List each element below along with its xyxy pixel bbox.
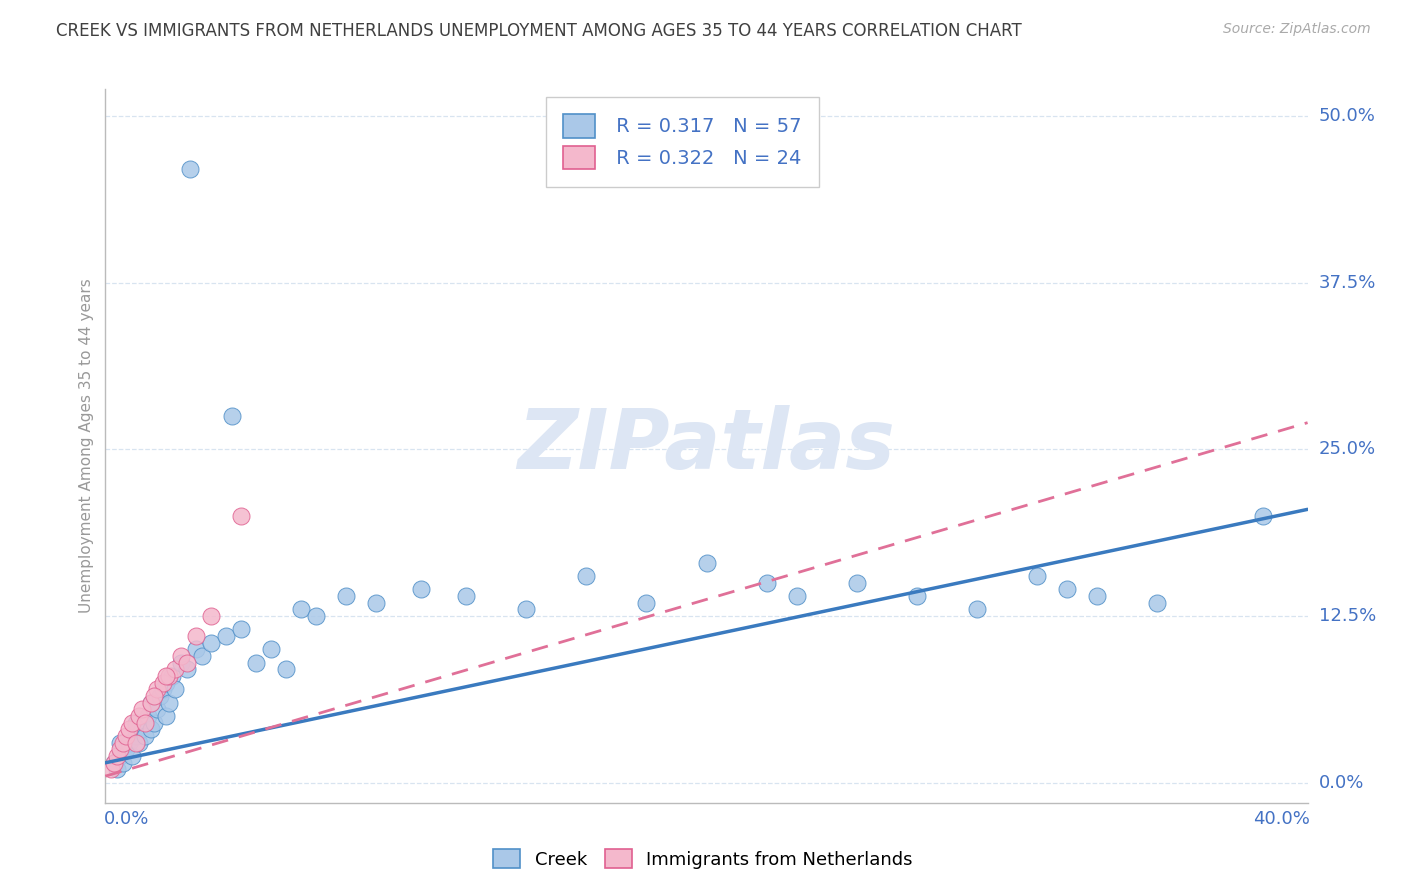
Point [260, 642, 283, 657]
Text: 37.5%: 37.5% [1319, 274, 1376, 292]
Point [107, 749, 129, 764]
Point [335, 589, 357, 603]
Point [124, 736, 146, 750]
Point [169, 649, 191, 664]
Point [155, 675, 177, 690]
Point [157, 696, 180, 710]
Point [134, 715, 156, 730]
Point [163, 682, 186, 697]
Point [110, 742, 132, 756]
Point [112, 736, 135, 750]
Point [136, 709, 159, 723]
Point [1085, 589, 1108, 603]
Point [290, 602, 312, 616]
Text: ZIPatlas: ZIPatlas [517, 406, 896, 486]
Point [160, 669, 183, 683]
Point [176, 656, 198, 670]
Point [134, 729, 156, 743]
Point [1056, 582, 1078, 597]
Point [112, 756, 135, 770]
Point [110, 736, 132, 750]
Text: 12.5%: 12.5% [1319, 607, 1376, 625]
Text: CREEK VS IMMIGRANTS FROM NETHERLANDS UNEMPLOYMENT AMONG AGES 35 TO 44 YEARS CORR: CREEK VS IMMIGRANTS FROM NETHERLANDS UNE… [56, 22, 1022, 40]
Point [118, 736, 141, 750]
Point [121, 749, 143, 764]
Point [139, 696, 162, 710]
Point [115, 742, 138, 756]
Point [200, 636, 222, 650]
Point [229, 509, 252, 524]
Point [786, 589, 808, 603]
Point [905, 589, 928, 603]
Point [274, 662, 297, 676]
Point [148, 689, 170, 703]
Y-axis label: Unemployment Among Ages 35 to 44 years: Unemployment Among Ages 35 to 44 years [79, 278, 94, 614]
Point [100, 763, 122, 777]
Point [636, 596, 658, 610]
Point [103, 756, 125, 770]
Point [107, 763, 129, 777]
Point [364, 596, 387, 610]
Point [200, 609, 222, 624]
Point [515, 602, 537, 616]
Point [131, 723, 153, 737]
Point [176, 662, 198, 676]
Point [152, 675, 174, 690]
Point [121, 715, 143, 730]
Point [575, 569, 598, 583]
Point [190, 649, 212, 664]
Point [221, 409, 243, 423]
Point [184, 629, 207, 643]
Point [128, 709, 150, 723]
Text: 0.0%: 0.0% [104, 810, 149, 828]
Point [1251, 509, 1274, 524]
Point [456, 589, 478, 603]
Point [128, 736, 150, 750]
Point [1026, 569, 1049, 583]
Point [157, 669, 180, 683]
Text: 40.0%: 40.0% [1254, 810, 1310, 828]
Point [305, 609, 328, 624]
Point [142, 715, 165, 730]
Text: 50.0%: 50.0% [1319, 107, 1375, 125]
Point [145, 682, 167, 697]
Point [214, 629, 236, 643]
Point [163, 662, 186, 676]
Point [179, 162, 201, 177]
Point [145, 702, 167, 716]
Point [184, 642, 207, 657]
Legend: Creek, Immigrants from Netherlands: Creek, Immigrants from Netherlands [486, 841, 920, 876]
Point [103, 756, 125, 770]
Point [131, 702, 153, 716]
Point [755, 575, 778, 590]
Point [169, 656, 191, 670]
Point [245, 656, 267, 670]
Point [118, 723, 141, 737]
Point [124, 715, 146, 730]
Point [124, 729, 146, 743]
Point [110, 749, 132, 764]
Point [966, 602, 988, 616]
Point [152, 682, 174, 697]
Point [139, 723, 162, 737]
Point [155, 709, 177, 723]
Point [229, 623, 252, 637]
Point [155, 669, 177, 683]
Point [142, 689, 165, 703]
Text: 25.0%: 25.0% [1319, 441, 1376, 458]
Point [845, 575, 868, 590]
Point [115, 729, 138, 743]
Point [139, 696, 162, 710]
Legend:  R = 0.317   N = 57,  R = 0.322   N = 24: R = 0.317 N = 57, R = 0.322 N = 24 [551, 103, 813, 181]
Point [1146, 596, 1168, 610]
Point [696, 556, 718, 570]
Text: 0.0%: 0.0% [1319, 773, 1364, 792]
Text: Source: ZipAtlas.com: Source: ZipAtlas.com [1223, 22, 1371, 37]
Point [409, 582, 432, 597]
